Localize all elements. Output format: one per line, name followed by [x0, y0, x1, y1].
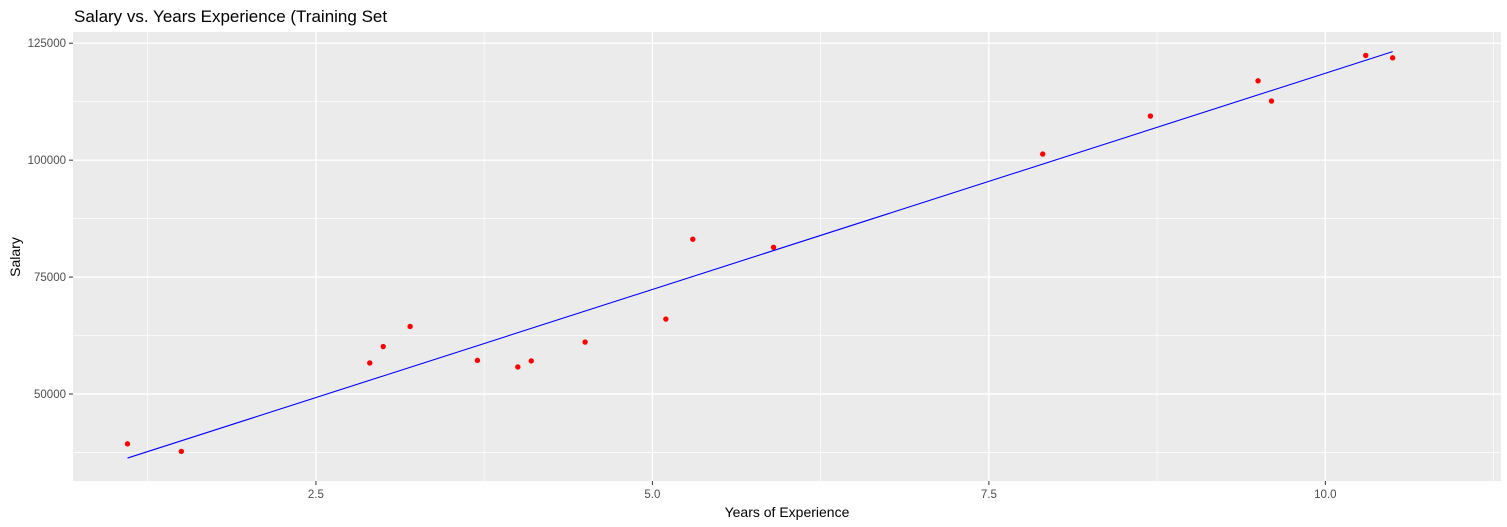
- x-tick-label: 10.0: [1314, 489, 1336, 501]
- y-tick-label: 75000: [34, 272, 66, 284]
- data-point: [124, 441, 131, 447]
- data-point: [663, 316, 669, 322]
- x-axis-ticks: 2.5 5.0 7.5 10.0: [308, 481, 1337, 501]
- data-point: [1147, 113, 1154, 119]
- y-axis-title: Salary: [7, 237, 23, 277]
- x-tick-label: 2.5: [308, 489, 324, 501]
- data-point: [515, 364, 521, 370]
- major-gridlines: [73, 32, 1501, 481]
- y-tick-label: 50000: [34, 389, 66, 401]
- data-point: [1255, 78, 1261, 84]
- data-point: [770, 244, 777, 251]
- data-point: [582, 339, 588, 345]
- data-point: [1268, 98, 1275, 104]
- data-point: [528, 358, 534, 364]
- data-point: [690, 236, 696, 242]
- data-point: [474, 357, 481, 364]
- data-point: [407, 323, 413, 330]
- data-point: [1040, 151, 1046, 157]
- y-axis-ticks: 50000 75000 100000 125000: [28, 38, 73, 401]
- data-point: [367, 360, 373, 366]
- x-tick-label: 7.5: [981, 489, 997, 501]
- chart-title: Salary vs. Years Experience (Training Se…: [74, 7, 387, 26]
- data-point: [1389, 55, 1396, 61]
- data-point: [380, 343, 386, 350]
- y-tick-label: 125000: [28, 38, 66, 50]
- x-tick-label: 5.0: [644, 489, 660, 501]
- data-point: [1363, 52, 1369, 59]
- data-point: [178, 448, 185, 455]
- regression-line: [127, 51, 1393, 459]
- y-tick-label: 100000: [28, 155, 66, 167]
- plot-panel: [73, 32, 1501, 481]
- minor-gridlines: [73, 32, 1501, 481]
- series-layer: [124, 51, 1396, 459]
- x-axis-title: Years of Experience: [725, 504, 850, 520]
